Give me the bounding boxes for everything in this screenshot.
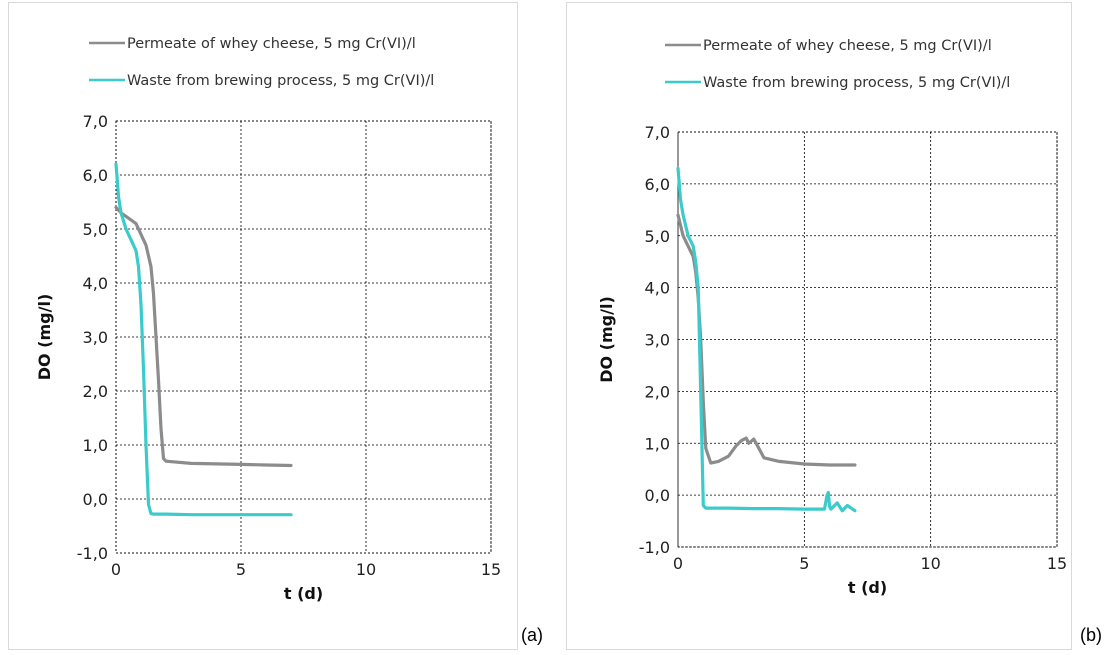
x-tick-label: 5 — [236, 560, 246, 579]
legend-entry: Permeate of whey cheese, 5 mg Cr(VI)/l — [703, 38, 992, 54]
legend-entry: Waste from brewing process, 5 mg Cr(VI)/… — [703, 75, 1010, 91]
chart-panel-a: -1,0 0,0 1,0 2,0 3,0 4,0 5,0 6,0 7,0 0 5 10 15 t (d) D… — [8, 2, 518, 650]
y-tick-label: 0,0 — [645, 486, 670, 505]
y-tick-label: 5,0 — [83, 220, 108, 239]
y-tick-label: 2,0 — [83, 382, 108, 401]
y-tick-label: 6,0 — [83, 166, 108, 185]
chart-svg-b: -1,0 0,0 1,0 2,0 3,0 4,0 5,0 6,0 7,0 0 5 10 15 t (d) D… — [597, 38, 1067, 597]
x-tick-label: 15 — [481, 560, 501, 579]
panel-label-a: (a) — [521, 625, 543, 645]
y-tick-label: 6,0 — [645, 175, 670, 194]
y-tick-label: 3,0 — [83, 328, 108, 347]
x-tick-label: 0 — [673, 554, 683, 573]
chart-svg-a: -1,0 0,0 1,0 2,0 3,0 4,0 5,0 6,0 7,0 0 5 10 15 t (d) D… — [35, 36, 501, 603]
y-axis-title: DO (mg/l) — [35, 294, 54, 381]
x-tick-label: 5 — [799, 554, 809, 573]
panel-label-b: (b) — [1080, 625, 1102, 645]
x-tick-label: 15 — [1047, 554, 1067, 573]
y-tick-label: 1,0 — [83, 436, 108, 455]
series-line-whey — [676, 213, 857, 467]
y-tick-label: 1,0 — [645, 434, 670, 453]
y-tick-label: 0,0 — [83, 490, 108, 509]
x-axis-title: t (d) — [848, 578, 887, 597]
x-tick-label: 0 — [111, 560, 121, 579]
y-tick-label: 7,0 — [83, 112, 108, 131]
x-tick-label: 10 — [920, 554, 940, 573]
legend-entry: Permeate of whey cheese, 5 mg Cr(VI)/l — [127, 36, 416, 52]
x-tick-label: 10 — [356, 560, 376, 579]
y-tick-label: 2,0 — [645, 382, 670, 401]
y-axis-title: DO (mg/l) — [597, 296, 616, 383]
legend-entry: Waste from brewing process, 5 mg Cr(VI)/… — [127, 73, 434, 89]
y-tick-label: 5,0 — [645, 227, 670, 246]
x-axis-title: t (d) — [284, 584, 323, 603]
series-line-whey — [114, 205, 293, 468]
y-tick-label: -1,0 — [639, 538, 670, 557]
y-tick-label: 7,0 — [645, 123, 670, 142]
y-tick-label: 4,0 — [83, 274, 108, 293]
series-line-brewing — [114, 162, 293, 517]
chart-panel-b: -1,0 0,0 1,0 2,0 3,0 4,0 5,0 6,0 7,0 0 5 10 15 t (d) D… — [566, 2, 1072, 650]
y-tick-label: -1,0 — [77, 544, 108, 563]
y-tick-label: 4,0 — [645, 279, 670, 298]
y-tick-label: 3,0 — [645, 331, 670, 350]
series-line-brewing — [676, 166, 857, 513]
